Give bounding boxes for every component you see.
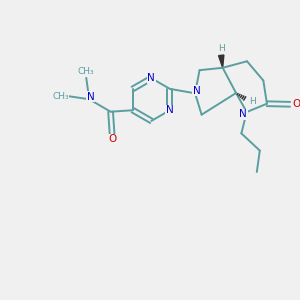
Text: N: N (87, 92, 94, 102)
Text: N: N (193, 86, 200, 96)
Polygon shape (218, 55, 224, 68)
Text: N: N (166, 105, 174, 115)
Text: O: O (108, 134, 116, 144)
Text: N: N (239, 110, 247, 119)
Text: O: O (292, 99, 300, 109)
Text: H: H (218, 44, 225, 53)
Text: CH₃: CH₃ (78, 67, 94, 76)
Text: N: N (148, 73, 155, 83)
Text: CH₃: CH₃ (52, 92, 69, 101)
Text: H: H (250, 97, 256, 106)
